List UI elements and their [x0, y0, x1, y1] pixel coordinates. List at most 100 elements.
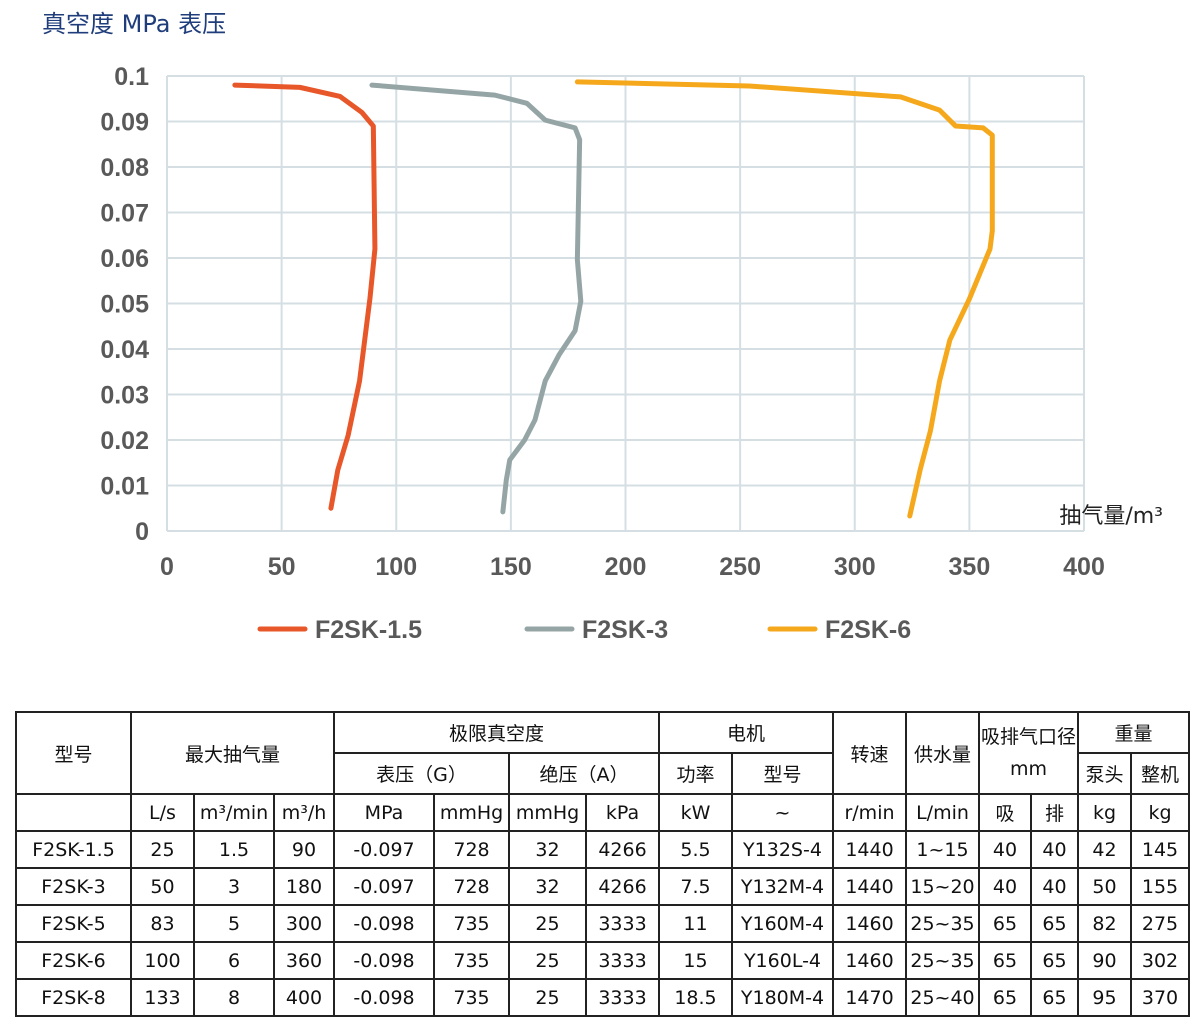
value-cell: 25	[508, 904, 587, 943]
value-cell: 65	[978, 978, 1032, 1017]
value-cell: 18.5	[658, 978, 733, 1017]
value-cell: 1440	[832, 867, 907, 906]
value-cell: 82	[1077, 904, 1132, 943]
value-cell: 95	[1077, 978, 1132, 1017]
header-power: 功率	[658, 752, 733, 795]
value-cell: 40	[1030, 830, 1079, 869]
x-tick-label: 0	[160, 553, 174, 581]
value-cell: 300	[273, 904, 335, 943]
table-row: F2SK-1.5 25 1.5 90 -0.097 728 32 4266 5.5 Y132S-4…	[15, 830, 1190, 869]
unit-cell	[15, 793, 132, 832]
header-water: 供水量	[905, 711, 980, 795]
header-flow: 最大抽气量	[130, 711, 335, 795]
value-cell: -0.098	[333, 941, 435, 980]
y-tick-label: 0.1	[114, 63, 149, 91]
value-cell: -0.098	[333, 978, 435, 1017]
y-tick-label: 0.03	[100, 382, 149, 410]
chart-title: 真空度 MPa 表压	[42, 10, 227, 38]
value-cell: 15~20	[905, 867, 980, 906]
x-tick-label: 200	[605, 553, 647, 581]
value-cell: 180	[273, 867, 335, 906]
unit-cell: kg	[1077, 793, 1132, 832]
value-cell: 25~35	[905, 941, 980, 980]
value-cell: 40	[978, 867, 1032, 906]
value-cell: 400	[273, 978, 335, 1017]
unit-cell: MPa	[333, 793, 435, 832]
value-cell: 1~15	[905, 830, 980, 869]
y-tick-label: 0.06	[100, 245, 149, 273]
unit-cell: mmHg	[433, 793, 510, 832]
value-cell: 6	[193, 941, 275, 980]
value-cell: 1470	[832, 978, 907, 1017]
value-cell: 1440	[832, 830, 907, 869]
value-cell: 728	[433, 830, 510, 869]
value-cell: 65	[978, 941, 1032, 980]
unit-cell: 吸	[978, 793, 1032, 832]
value-cell: 11	[658, 904, 733, 943]
value-cell: 735	[433, 941, 510, 980]
unit-cell: L/s	[130, 793, 195, 832]
y-tick-label: 0.01	[100, 473, 149, 501]
value-cell: 3333	[585, 941, 660, 980]
x-tick-label: 50	[268, 553, 296, 581]
series-line-F2SK-3	[369, 82, 584, 515]
value-cell: 25~35	[905, 904, 980, 943]
vacuum-chart: 0 0.01 0.02 0.03 0.04 0.05 0.06 0.07 0.08 0.09 0.1…	[100, 63, 1163, 644]
y-tick-label: 0.07	[100, 200, 149, 228]
value-cell: -0.098	[333, 904, 435, 943]
value-cell: 735	[433, 904, 510, 943]
value-cell: 42	[1077, 830, 1132, 869]
value-cell: 65	[1030, 904, 1079, 943]
value-cell: 32	[508, 830, 587, 869]
table-row: F2SK-5 83 5 300 -0.098 735 25 3333 11 Y160M-4 1460…	[15, 904, 1190, 943]
header-head: 泵头	[1077, 752, 1132, 795]
model-cell: F2SK-5	[15, 904, 132, 943]
value-cell: 302	[1130, 941, 1190, 980]
unit-cell: r/min	[832, 793, 907, 832]
units-row: L/s m³/min m³/h MPa mmHg mmHg kPa kW ~ r/min L/min…	[15, 793, 1190, 832]
value-cell: 90	[1077, 941, 1132, 980]
x-tick-label: 300	[834, 553, 876, 581]
value-cell: Y160L-4	[731, 941, 834, 980]
model-cell: F2SK-6	[15, 941, 132, 980]
series-line-F2SK-1.5	[232, 82, 378, 511]
value-cell: -0.097	[333, 830, 435, 869]
value-cell: 3333	[585, 978, 660, 1017]
legend-label: F2SK-1.5	[315, 616, 422, 644]
header-model: 型号	[15, 711, 132, 795]
table-row: F2SK-6 100 6 360 -0.098 735 25 3333 15 Y160L-4 146…	[15, 941, 1190, 980]
value-cell: 25	[508, 978, 587, 1017]
value-cell: 735	[433, 978, 510, 1017]
value-cell: 155	[1130, 867, 1190, 906]
value-cell: 3333	[585, 904, 660, 943]
x-tick-label: 350	[949, 553, 991, 581]
value-cell: Y180M-4	[731, 978, 834, 1017]
value-cell: 40	[978, 830, 1032, 869]
value-cell: 90	[273, 830, 335, 869]
header-weight: 重量	[1077, 711, 1190, 754]
x-tick-label: 250	[719, 553, 761, 581]
value-cell: 1460	[832, 904, 907, 943]
value-cell: 7.5	[658, 867, 733, 906]
model-cell: F2SK-3	[15, 867, 132, 906]
value-cell: 15	[658, 941, 733, 980]
spec-table: 型号 最大抽气量 极限真空度 电机 转速 供水量 吸排气口径mm 重量 表压（G…	[15, 711, 1190, 1017]
header-whole: 整机	[1130, 752, 1190, 795]
y-tick-label: 0	[135, 518, 149, 546]
value-cell: 25	[130, 830, 195, 869]
unit-cell: mmHg	[508, 793, 587, 832]
value-cell: 5	[193, 904, 275, 943]
value-cell: 4266	[585, 867, 660, 906]
x-tick-label: 400	[1063, 553, 1105, 581]
model-cell: F2SK-8	[15, 978, 132, 1017]
table-row: F2SK-8 133 8 400 -0.098 735 25 3333 18.5 Y180M-4 1…	[15, 978, 1190, 1017]
value-cell: Y132M-4	[731, 867, 834, 906]
value-cell: 32	[508, 867, 587, 906]
value-cell: 25~40	[905, 978, 980, 1017]
header-motor: 电机	[658, 711, 834, 754]
unit-cell: m³/h	[273, 793, 335, 832]
value-cell: 25	[508, 941, 587, 980]
unit-cell: L/min	[905, 793, 980, 832]
value-cell: 728	[433, 867, 510, 906]
value-cell: 133	[130, 978, 195, 1017]
